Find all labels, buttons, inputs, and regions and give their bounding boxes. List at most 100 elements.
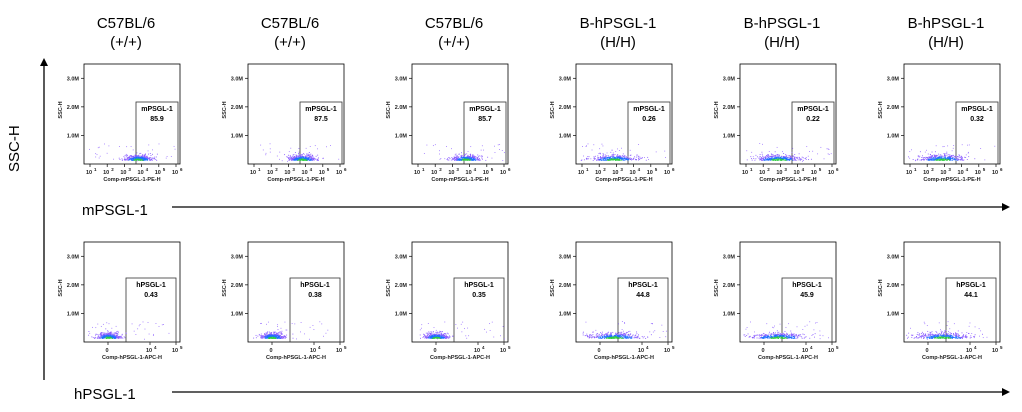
x-axis-label: Comp-hPSGL-1-APC-H bbox=[758, 355, 818, 361]
gate-percent-label: 87.5 bbox=[314, 116, 328, 123]
y-tick-label: 3.0M bbox=[887, 76, 900, 82]
y-axis-label: SSC-H bbox=[550, 101, 556, 118]
x-tick-label: 10 bbox=[336, 348, 342, 354]
x-tick-label: 10 bbox=[474, 348, 480, 354]
x-tick-exponent: 4 bbox=[966, 167, 969, 172]
x-tick-label: 10 bbox=[966, 348, 972, 354]
x-tick-exponent: 1 bbox=[422, 167, 425, 172]
column-header: C57BL/6 (+/+) bbox=[66, 14, 186, 52]
column-header-genotype: (+/+) bbox=[438, 34, 470, 51]
x-tick-exponent: 4 bbox=[802, 167, 805, 172]
y-axis-label: SSC-H bbox=[878, 279, 884, 296]
y-axis-label: SSC-H bbox=[222, 101, 228, 118]
y-axis-label: SSC-H bbox=[222, 279, 228, 296]
gate-name-label: hPSGL-1 bbox=[956, 282, 986, 289]
x-tick-exponent: 4 bbox=[154, 345, 157, 350]
facs-panel: 1.0M2.0M3.0MSSC-H101102103104105106Comp-… bbox=[222, 63, 347, 183]
column-header-strain: B-hPSGL-1 bbox=[907, 15, 985, 32]
y-tick-label: 1.0M bbox=[395, 311, 408, 317]
gate-percent-label: 0.26 bbox=[642, 116, 656, 123]
gate-name-label: hPSGL-1 bbox=[300, 282, 330, 289]
x-tick-label: 10 bbox=[138, 170, 144, 176]
gate-name-label: mPSGL-1 bbox=[633, 106, 665, 113]
y-tick-label: 3.0M bbox=[231, 76, 244, 82]
column-header-strain: B-hPSGL-1 bbox=[743, 15, 821, 32]
x-tick-label: 10 bbox=[146, 348, 152, 354]
column-header-strain: B-hPSGL-1 bbox=[579, 15, 657, 32]
x-tick-label: 10 bbox=[172, 170, 178, 176]
x-tick-label: 10 bbox=[500, 348, 506, 354]
x-tick-label: 10 bbox=[595, 170, 601, 176]
gate-rectangle bbox=[781, 277, 833, 343]
x-axis-label: Comp-hPSGL-1-APC-H bbox=[922, 355, 982, 361]
x-tick-label: 10 bbox=[310, 348, 316, 354]
facs-panel: 1.0M2.0M3.0MSSC-H101102103104105106Comp-… bbox=[550, 63, 675, 183]
plot-frame bbox=[247, 241, 345, 343]
x-tick-label: 10 bbox=[992, 348, 998, 354]
x-tick-label: 10 bbox=[578, 170, 584, 176]
x-tick-label: 10 bbox=[811, 170, 817, 176]
x-tick-label: 10 bbox=[336, 170, 342, 176]
x-tick-label: 10 bbox=[466, 170, 472, 176]
gate-rectangle bbox=[299, 101, 343, 165]
gate-percent-label: 44.8 bbox=[636, 292, 650, 299]
event-cloud bbox=[743, 321, 829, 340]
gate-rectangle bbox=[453, 277, 505, 343]
column-header: C57BL/6 (+/+) bbox=[230, 14, 350, 52]
x-tick-exponent: 4 bbox=[318, 345, 321, 350]
plot-frame bbox=[739, 63, 837, 165]
plot-frame bbox=[903, 241, 1001, 343]
x-tick-exponent: 6 bbox=[836, 167, 839, 172]
y-tick-label: 2.0M bbox=[231, 283, 244, 289]
y-axis-label: SSC-H bbox=[58, 279, 64, 296]
x-axis-label: Comp-hPSGL-1-APC-H bbox=[594, 355, 654, 361]
y-tick-label: 3.0M bbox=[231, 254, 244, 260]
x-axis-label: Comp-mPSGL-1-PE-H bbox=[595, 177, 652, 183]
gate-percent-label: 44.1 bbox=[964, 292, 978, 299]
x-axis-label: Comp-mPSGL-1-PE-H bbox=[759, 177, 816, 183]
x-axis-label: Comp-hPSGL-1-APC-H bbox=[102, 355, 162, 361]
x-axis-label: Comp-mPSGL-1-PE-H bbox=[431, 177, 488, 183]
x-tick-exponent: 6 bbox=[672, 167, 675, 172]
gate-rectangle bbox=[135, 101, 179, 165]
x-tick-label: 10 bbox=[992, 170, 998, 176]
column-header-genotype: (+/+) bbox=[110, 34, 142, 51]
y-tick-label: 2.0M bbox=[559, 105, 572, 111]
x-tick-label: 0 bbox=[433, 348, 436, 354]
y-tick-label: 3.0M bbox=[559, 254, 572, 260]
x-tick-exponent: 2 bbox=[767, 167, 770, 172]
x-tick-label: 10 bbox=[103, 170, 109, 176]
x-tick-exponent: 3 bbox=[948, 167, 951, 172]
gate-rectangle bbox=[125, 277, 177, 343]
y-axis-label: SSC-H bbox=[386, 101, 392, 118]
y-tick-label: 1.0M bbox=[559, 133, 572, 139]
x-tick-exponent: 4 bbox=[474, 167, 477, 172]
x-tick-label: 10 bbox=[906, 170, 912, 176]
x-tick-label: 10 bbox=[828, 348, 834, 354]
y-axis-label: SSC-H bbox=[714, 101, 720, 118]
facs-panel: 1.0M2.0M3.0MSSC-H101102103104105106Comp-… bbox=[878, 63, 1003, 183]
column-header-strain: C57BL/6 bbox=[260, 15, 320, 32]
row-label-mpsgl1: mPSGL-1 bbox=[82, 202, 148, 219]
gate-name-label: mPSGL-1 bbox=[141, 106, 173, 113]
x-tick-label: 10 bbox=[500, 170, 506, 176]
x-tick-exponent: 5 bbox=[983, 167, 986, 172]
x-tick-exponent: 1 bbox=[586, 167, 589, 172]
event-cloud bbox=[582, 321, 667, 339]
y-tick-label: 3.0M bbox=[395, 254, 408, 260]
x-tick-label: 10 bbox=[612, 170, 618, 176]
gate-percent-label: 0.35 bbox=[472, 292, 486, 299]
x-tick-exponent: 2 bbox=[275, 167, 278, 172]
x-tick-label: 10 bbox=[794, 170, 800, 176]
y-tick-label: 1.0M bbox=[723, 133, 736, 139]
y-tick-label: 2.0M bbox=[67, 105, 80, 111]
event-cloud bbox=[423, 144, 505, 161]
column-header-strain: C57BL/6 bbox=[424, 15, 484, 32]
x-tick-exponent: 3 bbox=[784, 167, 787, 172]
column-header-genotype: (H/H) bbox=[764, 34, 800, 51]
x-tick-exponent: 6 bbox=[344, 167, 347, 172]
x-tick-exponent: 4 bbox=[646, 345, 649, 350]
